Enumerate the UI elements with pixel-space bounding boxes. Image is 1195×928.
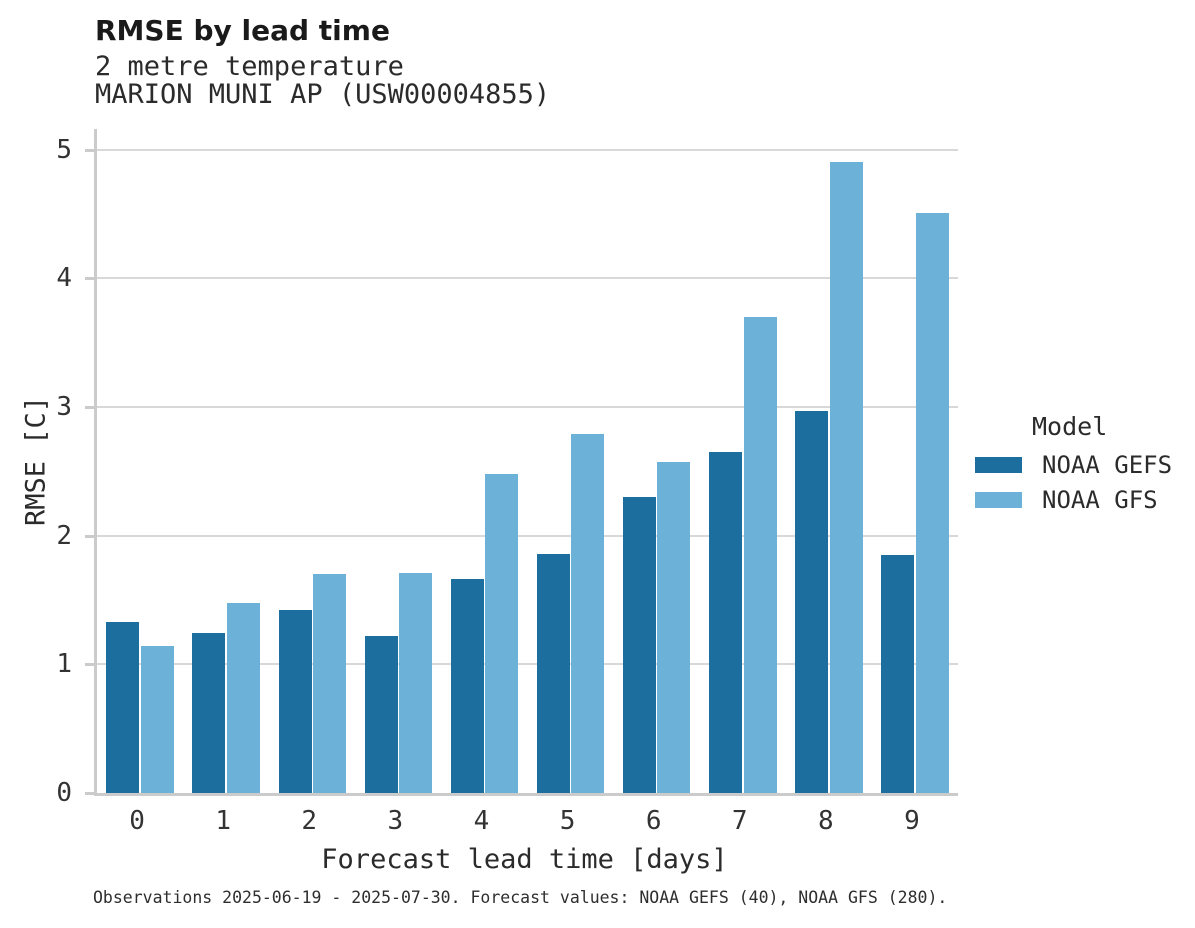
y-tick-mark-3 (85, 405, 94, 409)
y-tick-mark-0 (85, 792, 94, 795)
gridline-y-1 (97, 663, 958, 666)
x-tick-label-9: 9 (904, 806, 920, 836)
gridline-y-4 (97, 277, 958, 280)
legend-label: NOAA GEFS (1042, 450, 1173, 479)
bar-noaa-gfs-lead-3 (399, 572, 433, 793)
plot-area (94, 129, 958, 796)
gridline-y-3 (97, 405, 958, 408)
y-tick-mark-5 (85, 148, 94, 152)
bar-noaa-gfs-lead-8 (829, 162, 863, 793)
bar-noaa-gefs-lead-3 (364, 636, 398, 793)
x-tick-label-3: 3 (387, 806, 404, 836)
x-tick-label-7: 7 (731, 806, 748, 836)
x-tick-label-4: 4 (473, 806, 490, 836)
legend-entry-noaa-gfs: NOAA GFS (975, 485, 1190, 514)
y-tick-label-5: 5 (56, 134, 72, 165)
chart-subtitle-variable: 2 metre temperature (95, 51, 404, 82)
footer-note: Observations 2025-06-19 - 2025-07-30. Fo… (93, 888, 948, 907)
legend-label: NOAA GFS (1042, 485, 1158, 514)
x-axis-label: Forecast lead time [days] (321, 844, 728, 875)
bar-noaa-gfs-lead-4 (485, 473, 519, 793)
bar-noaa-gefs-lead-1 (192, 633, 226, 793)
y-tick-label-2: 2 (56, 520, 72, 551)
y-tick-mark-2 (85, 534, 94, 538)
bar-noaa-gefs-lead-5 (536, 553, 570, 793)
chart-subtitle-station: MARION MUNI AP (USW00004855) (95, 79, 551, 110)
bar-noaa-gfs-lead-7 (743, 316, 777, 793)
bar-noaa-gefs-lead-7 (709, 452, 742, 793)
bar-noaa-gfs-lead-2 (313, 574, 346, 793)
bar-noaa-gfs-lead-6 (657, 462, 691, 793)
legend-swatch-icon (975, 456, 1022, 473)
gridline-y-2 (97, 534, 958, 537)
y-tick-label-1: 1 (56, 649, 72, 680)
bar-noaa-gefs-lead-8 (795, 410, 829, 793)
legend-entry-noaa-gefs: NOAA GEFS (975, 450, 1190, 479)
y-tick-mark-4 (85, 277, 94, 281)
legend-swatch-icon (975, 491, 1022, 508)
x-tick-label-0: 0 (129, 806, 145, 836)
y-tick-label-0: 0 (56, 778, 72, 808)
legend-entries: NOAA GEFS NOAA GFS (975, 450, 1190, 514)
y-tick-label-4: 4 (56, 263, 72, 294)
x-tick-label-5: 5 (559, 806, 576, 836)
legend-title: Model (1032, 412, 1108, 441)
bar-noaa-gfs-lead-5 (571, 433, 605, 793)
bar-noaa-gefs-lead-4 (450, 579, 484, 793)
bar-noaa-gfs-lead-1 (226, 602, 260, 793)
y-tick-mark-1 (85, 663, 94, 667)
x-tick-label-6: 6 (645, 806, 662, 836)
x-tick-label-2: 2 (301, 806, 318, 836)
x-tick-label-8: 8 (818, 806, 834, 836)
y-tick-label-3: 3 (56, 391, 72, 422)
x-tick-label-1: 1 (215, 806, 231, 836)
bar-noaa-gefs-lead-2 (278, 610, 312, 793)
chart-title: RMSE by lead time (95, 14, 390, 47)
bar-noaa-gefs-lead-0 (106, 621, 140, 793)
gridline-y-5 (97, 148, 958, 151)
bar-noaa-gfs-lead-9 (915, 212, 949, 793)
bar-noaa-gefs-lead-6 (622, 497, 656, 793)
legend: Model NOAA GEFS NOAA GFS (975, 412, 1190, 523)
bar-noaa-gefs-lead-9 (881, 554, 915, 793)
bar-noaa-gfs-lead-0 (140, 646, 174, 793)
